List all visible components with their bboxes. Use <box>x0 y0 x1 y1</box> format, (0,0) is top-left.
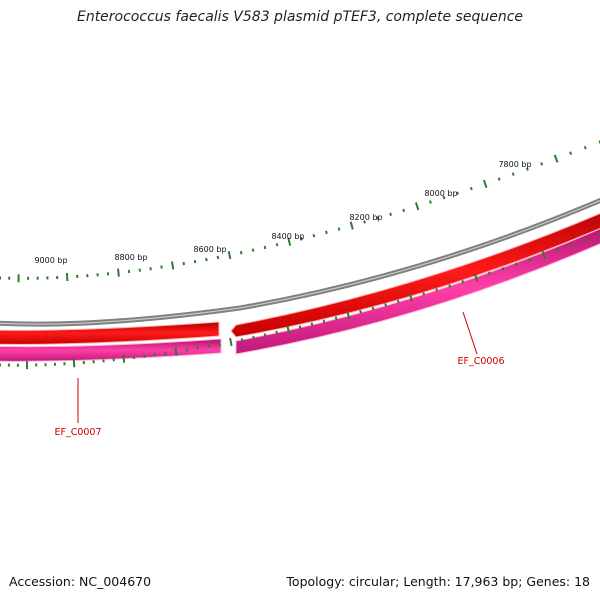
major-tick <box>171 261 175 270</box>
minor-tick <box>160 265 163 269</box>
minor-tick <box>185 348 188 352</box>
minor-tick <box>488 271 491 275</box>
minor-tick <box>298 325 302 329</box>
minor-tick <box>182 261 185 266</box>
major-tick <box>482 179 488 189</box>
minor-tick <box>216 255 220 260</box>
minor-tick <box>569 151 573 155</box>
minor-tick <box>205 257 208 262</box>
tick-label: 9000 bp <box>34 256 67 265</box>
tick-label: 8400 bp <box>271 232 304 241</box>
minor-tick <box>376 216 379 220</box>
minor-tick <box>556 248 560 252</box>
gene-arc-ef-c0006[interactable] <box>230 205 600 338</box>
major-tick <box>346 310 351 320</box>
gene-label-ef-c0006[interactable]: EF_C0006 <box>457 356 504 367</box>
minor-tick <box>300 237 303 241</box>
major-tick <box>287 237 292 246</box>
minor-tick <box>525 167 529 171</box>
minor-tick <box>384 303 387 307</box>
major-tick <box>117 268 120 277</box>
minor-tick <box>389 212 392 216</box>
major-tick <box>122 354 126 363</box>
major-tick <box>72 359 76 368</box>
tick-label: 8000 bp <box>424 189 457 198</box>
minor-tick <box>435 288 439 292</box>
tick-label: 7800 bp <box>498 160 531 169</box>
minor-tick <box>337 227 341 231</box>
accession-info: Accession: NC_004670 <box>9 574 152 589</box>
minor-tick <box>515 262 518 267</box>
minor-tick <box>456 191 460 195</box>
minor-tick <box>429 200 432 204</box>
minor-tick <box>501 267 505 271</box>
gene-label-leader <box>462 311 478 355</box>
minor-tick <box>570 243 574 247</box>
backbone-circle-highlight <box>0 199 600 325</box>
tick-label: 8200 bp <box>349 213 382 222</box>
minor-tick <box>310 322 314 326</box>
minor-tick <box>196 346 199 350</box>
major-tick <box>473 273 479 282</box>
minor-tick <box>371 306 375 311</box>
major-tick <box>349 221 354 230</box>
major-tick <box>541 250 547 260</box>
minor-tick <box>240 338 244 342</box>
major-tick <box>65 272 69 282</box>
minor-tick <box>164 351 167 355</box>
minor-tick <box>461 280 465 284</box>
minor-tick <box>363 220 366 224</box>
outer-tick-marks <box>0 140 600 283</box>
minor-tick <box>239 251 243 255</box>
inner-tick-marks <box>0 233 600 370</box>
gene-arc-reverse-right[interactable] <box>235 220 600 355</box>
major-tick <box>553 154 559 163</box>
minor-tick <box>275 330 278 335</box>
gene-arc-ef-c0007[interactable] <box>0 338 222 362</box>
minor-tick <box>396 299 400 303</box>
minor-tick <box>275 243 279 247</box>
minor-tick <box>422 292 426 296</box>
minor-tick <box>469 186 473 191</box>
minor-tick <box>263 245 267 250</box>
map-title: Enterococcus faecalis V583 plasmid pTEF3… <box>76 9 524 25</box>
minor-tick <box>312 233 316 238</box>
minor-tick <box>252 335 255 340</box>
major-tick <box>174 347 178 356</box>
minor-tick <box>207 344 210 348</box>
minor-tick <box>584 238 588 242</box>
minor-tick <box>402 208 406 213</box>
minor-tick <box>263 333 267 337</box>
major-tick <box>408 293 413 302</box>
minor-tick <box>448 284 452 288</box>
major-tick <box>229 337 233 347</box>
gene-arc-forward-left[interactable] <box>0 321 220 345</box>
minor-tick <box>497 177 501 181</box>
minor-tick <box>511 172 515 176</box>
minor-tick <box>583 145 587 150</box>
gene-label-ef-c0007[interactable]: EF_C0007 <box>54 427 101 438</box>
tick-label: 8800 bp <box>114 253 147 262</box>
major-tick <box>286 325 291 334</box>
minor-tick <box>442 195 446 200</box>
minor-tick <box>325 230 328 235</box>
sequence-summary: Topology: circular; Length: 17,963 bp; G… <box>286 574 590 589</box>
minor-tick <box>322 319 326 323</box>
minor-tick <box>251 248 255 252</box>
minor-tick <box>334 316 338 320</box>
minor-tick <box>359 309 362 314</box>
minor-tick <box>193 260 197 264</box>
tick-labels: 7800 bp 8000 bp 8200 bp 8400 bp 8600 bp … <box>34 160 531 265</box>
minor-tick <box>528 257 532 262</box>
tick-label: 8600 bp <box>193 245 226 254</box>
minor-tick <box>540 162 544 166</box>
major-tick <box>227 250 232 260</box>
minor-tick <box>218 342 221 346</box>
major-tick <box>414 202 420 211</box>
